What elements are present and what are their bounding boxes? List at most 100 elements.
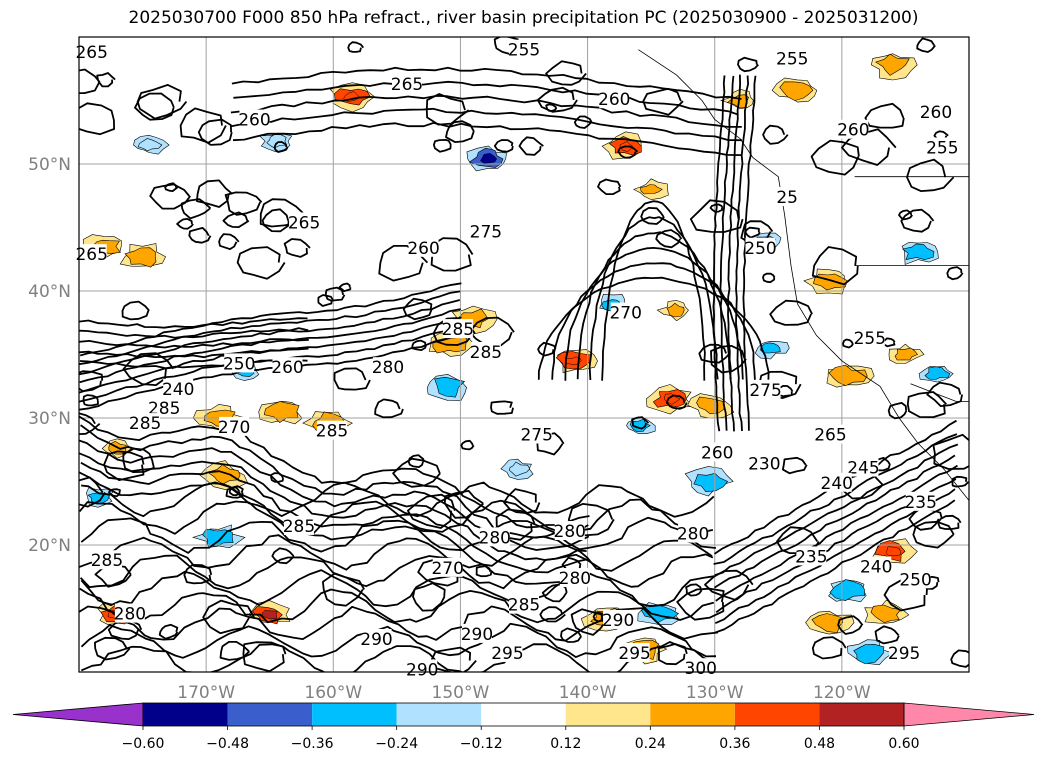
contour-label-bg [796, 546, 827, 566]
contour-label: 235 [795, 547, 827, 567]
anomaly-patch [779, 81, 814, 101]
colorbar-tick-label: 0.24 [635, 736, 666, 752]
contour-label: 285 [91, 551, 123, 571]
colorbar-segment [481, 703, 566, 726]
contour-loop [926, 381, 963, 407]
contour-loop [762, 124, 789, 145]
contour-loop [937, 514, 962, 530]
contour-label: 280 [554, 522, 586, 542]
contour-label-bg [372, 357, 403, 377]
contour-loop [445, 120, 475, 143]
contour-loop [402, 297, 433, 321]
anomaly-patch [924, 366, 951, 380]
contour-label-bg [745, 237, 776, 257]
contour-loop [916, 37, 936, 53]
contour-loop [121, 300, 150, 321]
contour-line [79, 347, 309, 359]
contour-label: 285 [470, 343, 502, 363]
contour-label: 275 [749, 381, 781, 401]
anomaly-patch-core [480, 153, 498, 164]
anomaly-patch [640, 184, 663, 195]
contour-loop [900, 208, 935, 233]
contour-label: 265 [75, 245, 107, 265]
contour-line [79, 327, 309, 339]
contour-label: 230 [748, 455, 780, 475]
contour-loop [222, 211, 250, 228]
anomaly-patch-core [885, 546, 901, 557]
contour-loop [317, 294, 334, 307]
contour-loop [842, 338, 855, 349]
map-frame [78, 36, 970, 673]
contour-loop [283, 238, 311, 258]
contour-loop [96, 72, 116, 88]
contour-line [79, 317, 308, 329]
contour-loop [176, 218, 194, 230]
contour-line [537, 276, 770, 380]
contour-loop [560, 627, 583, 643]
contour-loop [769, 299, 813, 326]
contour-label-bg [272, 357, 303, 377]
contour-label-layer: 265 255 265 260 260 265 265 260 275 270 285 285 260 2… [75, 39, 959, 680]
contour-loop [709, 203, 724, 213]
contour-loop [94, 636, 131, 661]
contour-label-bg [749, 453, 780, 473]
contour-label: 240 [860, 558, 892, 578]
contour-line [232, 122, 743, 156]
anomaly-patch [124, 247, 157, 268]
contour-loop [270, 472, 284, 483]
contour-label-bg [283, 515, 314, 535]
contour-label-bg [407, 659, 438, 679]
colorbar-segment [819, 703, 904, 726]
lon-tick-label: 140°W [559, 683, 617, 703]
anomaly-patch-core [261, 610, 278, 620]
contour-loop [333, 367, 371, 391]
anomaly-patch [811, 613, 844, 634]
contour-label: 280 [559, 569, 591, 589]
anomaly-layer [82, 53, 954, 666]
contour-line [714, 488, 956, 625]
contour-loop [374, 398, 404, 419]
contour-label-bg [317, 420, 348, 440]
contour-loop [617, 145, 639, 159]
contour-loop [503, 488, 541, 514]
anomaly-patch [207, 464, 241, 485]
contour-loop [392, 457, 441, 488]
contour-label: 285 [508, 596, 540, 616]
contour-loop [273, 141, 289, 153]
contour-line [713, 433, 958, 565]
contour-label-bg [224, 353, 255, 373]
contour-line [79, 338, 309, 349]
colorbar-segment [650, 703, 735, 726]
contour-loop [898, 209, 913, 221]
contour-label-bg [91, 550, 122, 570]
contour-label-bg [927, 137, 958, 157]
anomaly-patch [434, 376, 466, 398]
contour-loop [841, 128, 897, 166]
contour-label-bg [219, 416, 250, 436]
contour-label: 260 [407, 239, 439, 259]
colorbar-tick-label: −0.12 [460, 736, 503, 752]
contour-loop [665, 394, 688, 410]
contour-loop [951, 475, 969, 488]
contour-loop [887, 402, 908, 420]
lon-tick-label: 120°W [813, 683, 871, 703]
contour-line [719, 75, 735, 431]
contour-line [80, 622, 717, 659]
contour-loop [108, 488, 121, 498]
contour-label: 285 [129, 414, 161, 434]
colorbar-tick-label: −0.24 [375, 736, 418, 752]
contour-loop [347, 41, 365, 53]
contour-loop [79, 68, 101, 94]
contour-loop [236, 246, 286, 280]
contour-label-bg [889, 642, 920, 662]
contour-loop [545, 60, 587, 86]
coastline [638, 49, 969, 501]
colorbar-extend-low [12, 702, 144, 727]
contour-label: 255 [776, 50, 808, 70]
anomaly-patch [828, 364, 868, 386]
colorbar: −0.60 −0.48 −0.36 −0.24 −0.12 0.12 0.24 0.36 0.4… [12, 702, 1035, 752]
contour-loop [864, 102, 905, 129]
contour-loop [411, 339, 427, 351]
contour-label-bg [163, 378, 194, 398]
contour-line [79, 498, 714, 536]
